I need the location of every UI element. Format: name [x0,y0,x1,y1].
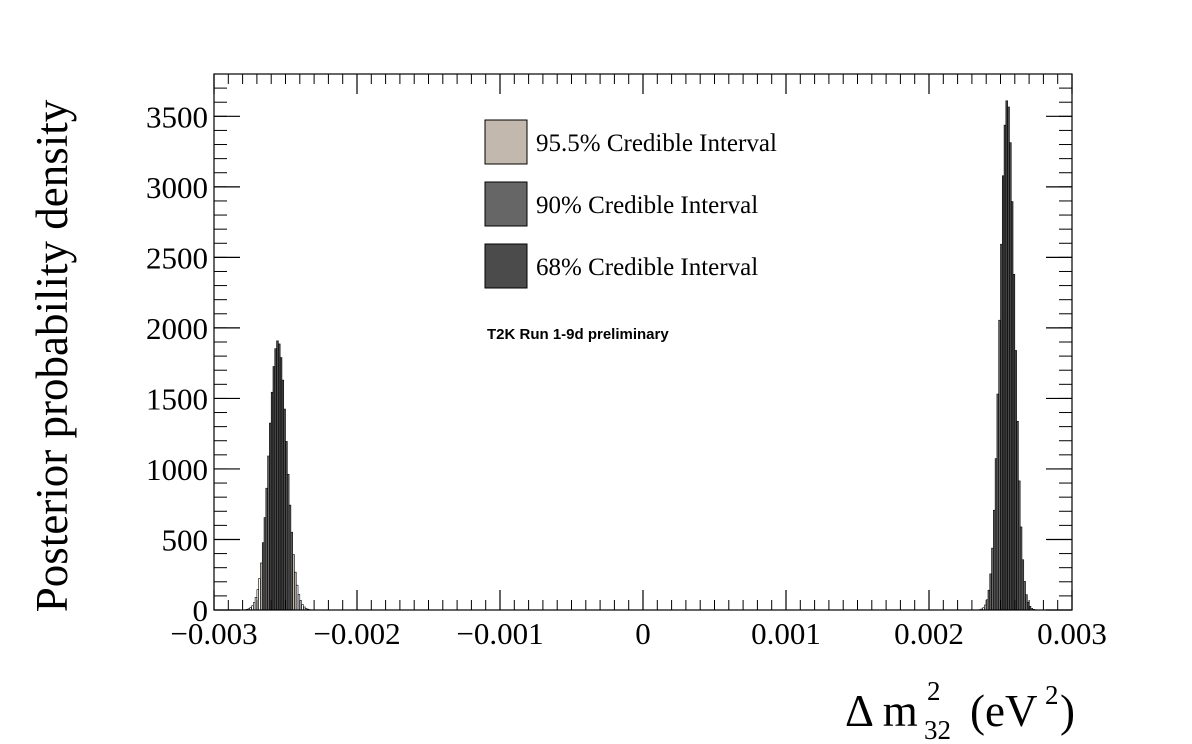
x-axis-label-unit: (eV [970,686,1037,736]
histogram-bins [244,100,1037,611]
y-tick-label: 1500 [146,381,208,416]
legend-swatch-68 [484,243,528,289]
y-tick-labels: 0 500 1000 1500 2000 2500 3000 3500 [146,99,208,628]
x-axis-label-unit-close: ) [1060,686,1075,736]
x-axis-label-superscript: 2 [927,676,941,706]
x-tick-label: 0.003 [1037,616,1107,651]
x-axis-label: Δ m 2 32 (eV 2 ) [845,676,1075,744]
axis-ticks [213,73,1073,611]
y-tick-label: 3000 [146,170,208,205]
legend-label-90: 90% Credible Interval [536,192,758,219]
x-axis-label-unit-superscript: 2 [1045,680,1059,710]
y-axis-label: Posterior probability density [27,99,77,612]
x-tick-label: 0.001 [751,616,821,651]
y-tick-label: 0 [193,593,209,628]
y-tick-label: 2500 [146,240,208,275]
x-axis-label-subscript: 32 [924,715,951,744]
legend-swatch-90 [484,181,528,227]
legend: 95.5% Credible Interval 90% Credible Int… [484,119,777,289]
y-tick-label: 500 [162,522,209,557]
x-tick-labels: −0.003 −0.002 −0.001 0 0.001 0.002 0.003 [170,616,1106,651]
y-tick-label: 1000 [146,452,208,487]
legend-swatch-95 [484,119,528,165]
x-tick-label: −0.003 [170,616,257,651]
y-tick-label: 2000 [146,311,208,346]
legend-label-95: 95.5% Credible Interval [536,130,777,157]
preliminary-note: T2K Run 1-9d preliminary [487,326,669,343]
y-tick-label: 3500 [146,99,208,134]
x-axis-label-prefix: Δ m [845,686,918,736]
legend-label-68: 68% Credible Interval [536,254,758,281]
x-tick-label: −0.001 [456,616,543,651]
x-tick-label: −0.002 [313,616,400,651]
x-tick-label: 0 [635,616,651,651]
x-tick-label: 0.002 [894,616,964,651]
